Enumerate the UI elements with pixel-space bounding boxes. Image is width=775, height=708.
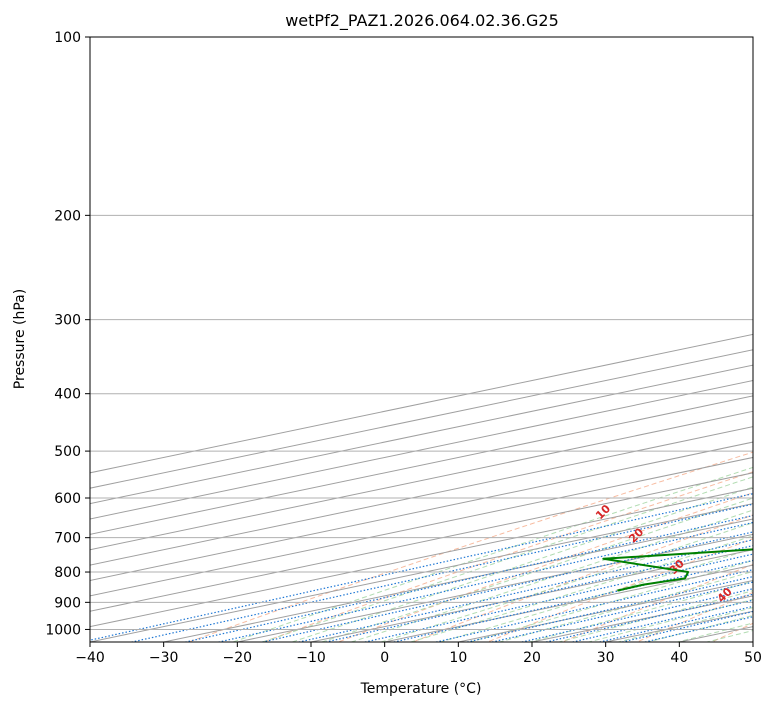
skew-isotherm	[90, 426, 753, 566]
mixing-ratio-line	[489, 581, 753, 642]
y-axis-ticks: 100 200 300 400 500 600 700 800 900 1000	[45, 30, 90, 638]
x-tick-label: 50	[744, 650, 762, 666]
x-tick-label: −10	[296, 650, 326, 666]
y-tick-label: 500	[54, 444, 81, 460]
x-tick-label: −20	[223, 650, 253, 666]
mixing-ratio-line	[90, 493, 753, 641]
x-tick-label: −40	[75, 650, 105, 666]
mixing-ratio-line	[216, 521, 753, 642]
y-tick-label: 300	[54, 313, 81, 329]
y-tick-label: 900	[54, 595, 81, 611]
x-tick-label: 20	[523, 650, 541, 666]
skew-isotherm	[90, 410, 753, 551]
dry-adiabat	[187, 451, 753, 642]
mixing-ratio-line	[323, 544, 753, 642]
skew-isotherm	[234, 533, 753, 642]
y-tick-label: 700	[54, 531, 81, 547]
mixing-ratio-line	[543, 593, 753, 642]
y-tick-label: 600	[54, 491, 81, 507]
mixing-ratio-line	[183, 514, 753, 642]
mixing-ratio-line	[519, 588, 753, 642]
x-tick-label: 40	[670, 650, 688, 666]
x-tick-label: 10	[449, 650, 467, 666]
y-axis-label: Pressure (hPa)	[12, 289, 28, 389]
x-tick-label: 30	[597, 650, 615, 666]
y-tick-label: 1000	[45, 622, 81, 638]
y-tick-label: 200	[54, 208, 81, 224]
mixing-ratio-line	[464, 575, 753, 642]
skew-isotherm	[90, 441, 753, 581]
x-tick-label: −30	[149, 650, 179, 666]
plot-frame	[89, 36, 754, 643]
y-tick-label: 400	[54, 387, 81, 403]
skew-isotherm	[90, 472, 753, 612]
x-axis-ticks: −40 −30 −20 −10 0 10 20 30 40 50	[75, 642, 762, 666]
x-tick-label: 0	[380, 650, 389, 666]
skew-isotherm	[90, 503, 753, 642]
chart-title: wetPf2_PAZ1.2026.064.02.36.G25	[285, 11, 559, 31]
skew-isotherm	[90, 487, 753, 628]
skew-isotherm	[161, 518, 753, 642]
y-tick-label: 100	[54, 30, 81, 46]
skew-isotherm	[90, 456, 753, 597]
x-axis-label: Temperature (°C)	[360, 681, 482, 697]
mixing-ratio-line	[129, 503, 753, 642]
mixing-ratio-line	[433, 569, 753, 642]
pressure-gridlines	[90, 37, 753, 630]
y-tick-label: 800	[54, 565, 81, 581]
